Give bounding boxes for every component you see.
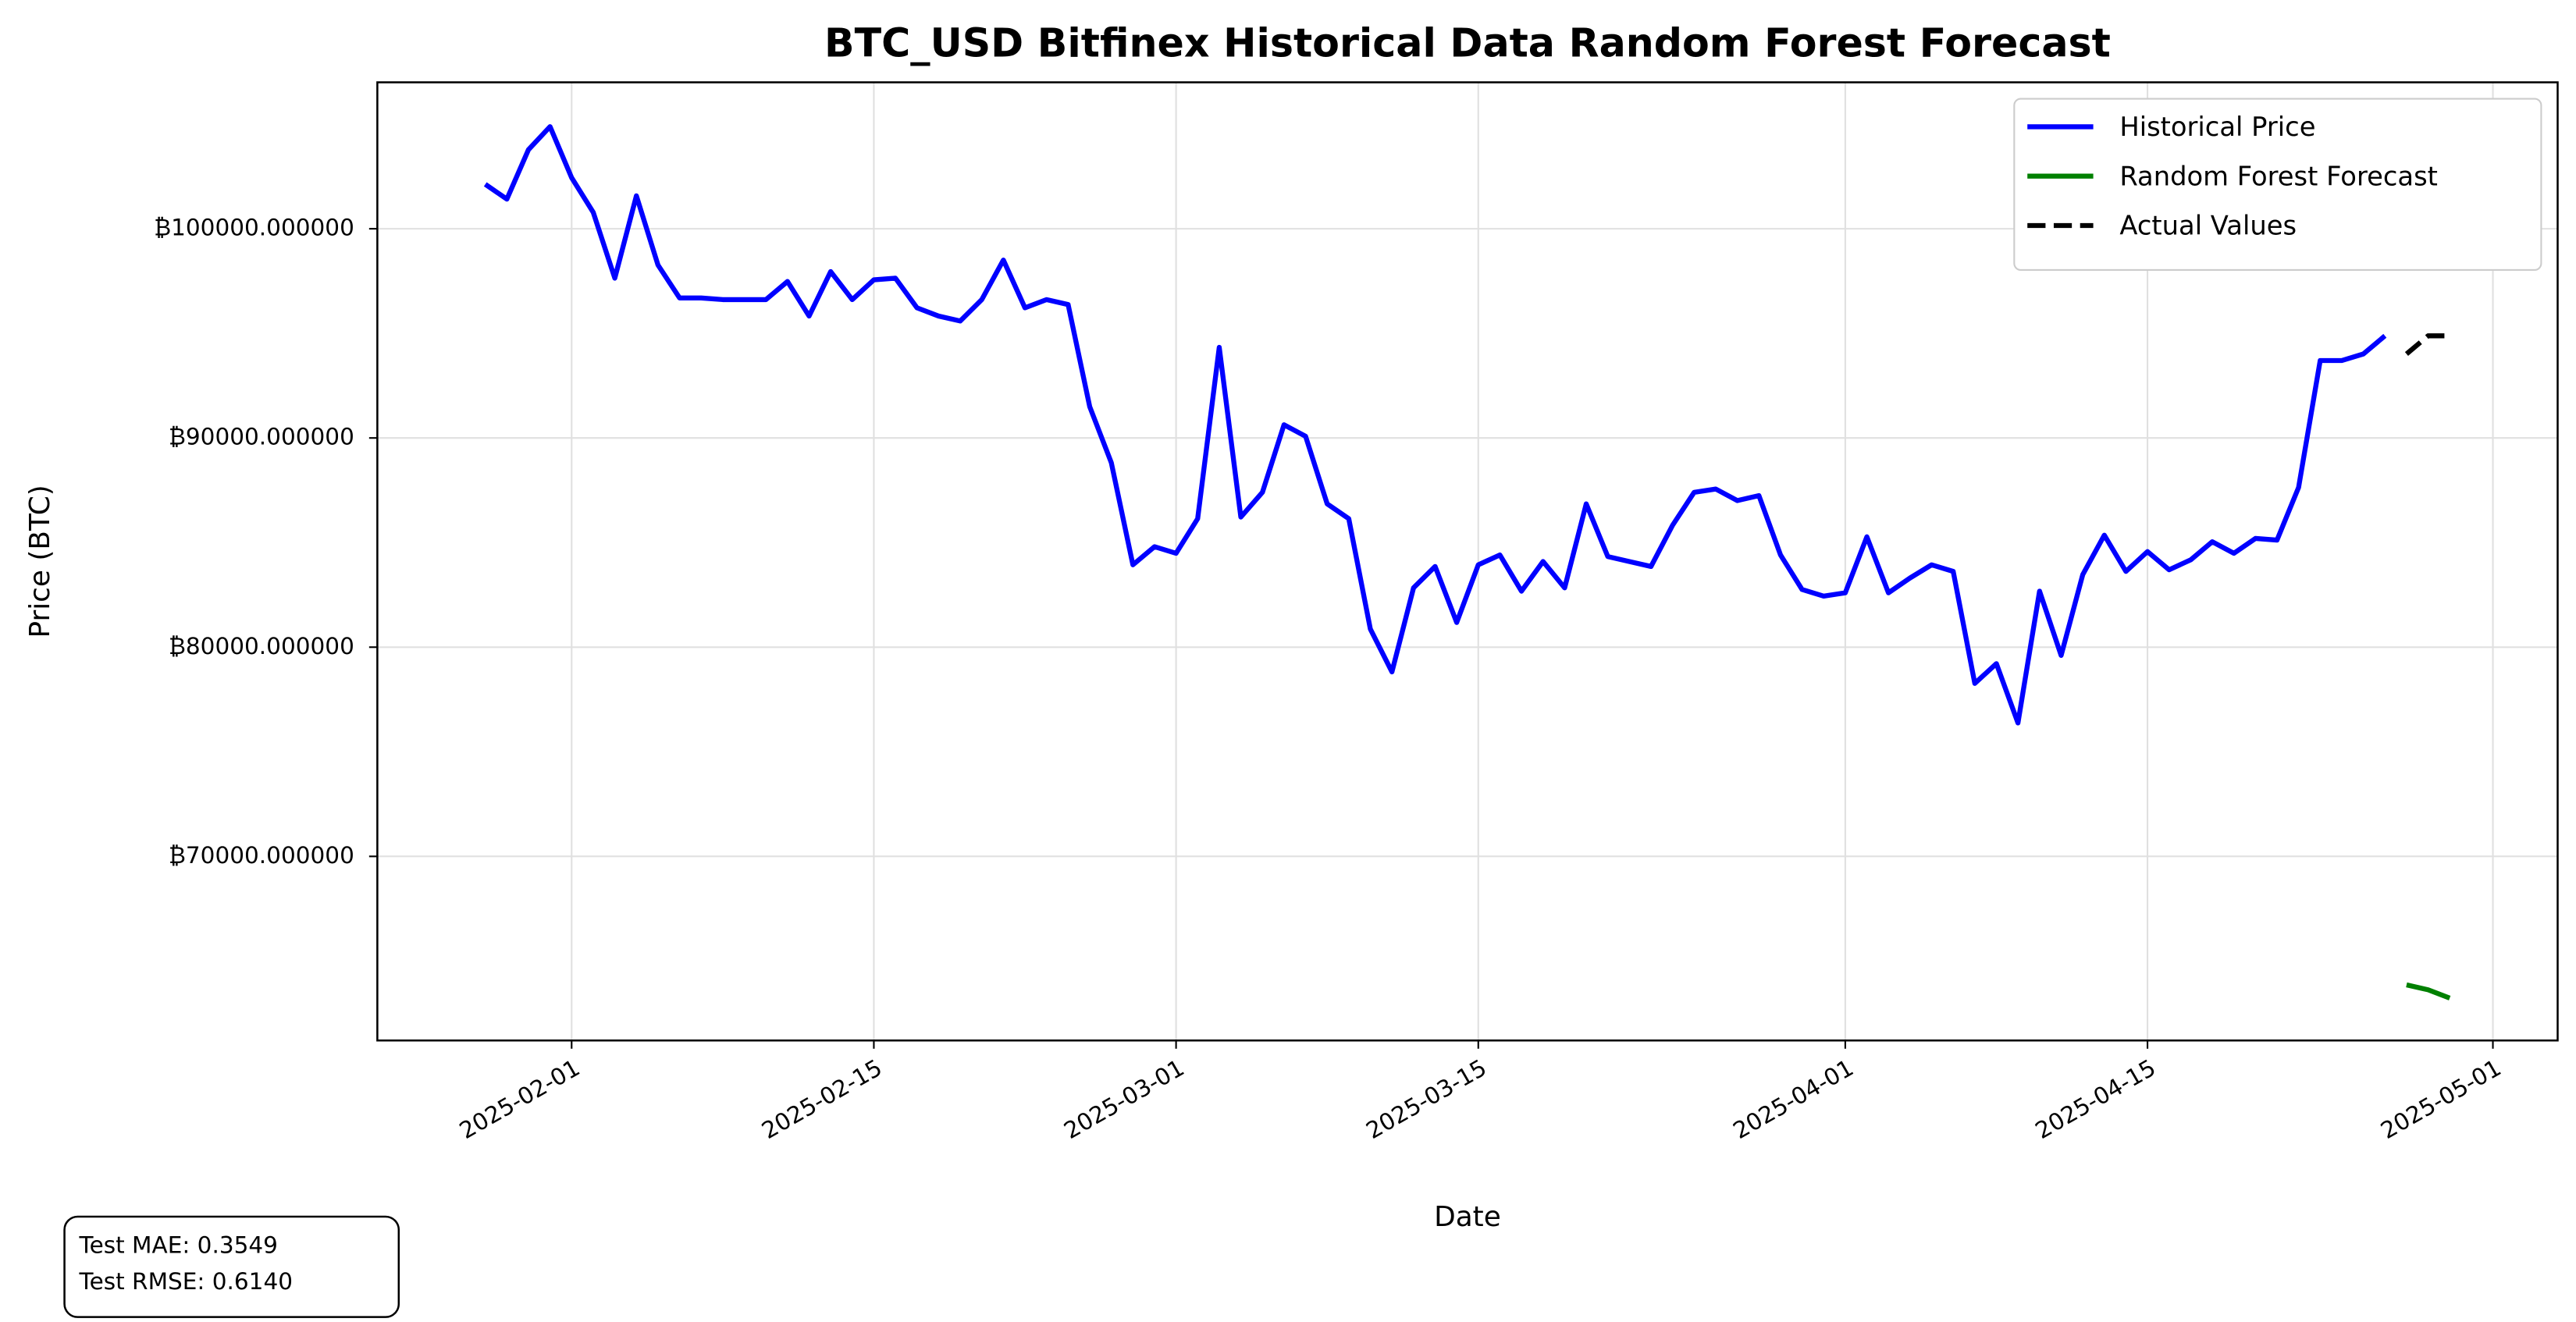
x-tick-label: 2025-04-01 xyxy=(1729,1054,1859,1144)
y-tick-label: ₿90000.000000 xyxy=(169,424,354,450)
x-tick-label: 2025-02-15 xyxy=(757,1054,887,1144)
metric-rmse: Test RMSE: 0.6140 xyxy=(79,1268,293,1295)
legend-label: Actual Values xyxy=(2119,211,2297,241)
x-tick-label: 2025-05-01 xyxy=(2376,1054,2506,1144)
legend-label: Historical Price xyxy=(2119,112,2315,142)
series-line xyxy=(483,124,2387,726)
x-tick-label: 2025-03-15 xyxy=(1361,1054,1491,1144)
x-axis-label: Date xyxy=(1434,1201,1501,1233)
x-tick-label: 2025-02-01 xyxy=(455,1054,585,1144)
x-tick-label: 2025-04-15 xyxy=(2031,1054,2161,1144)
series-line xyxy=(2406,982,2451,1000)
metric-mae: Test MAE: 0.3549 xyxy=(79,1231,278,1258)
y-tick-label: ₿70000.000000 xyxy=(169,842,354,869)
y-tick-label: ₿80000.000000 xyxy=(169,633,354,659)
legend-label: Random Forest Forecast xyxy=(2119,161,2438,191)
series-line xyxy=(2404,333,2450,356)
y-axis-label: Price (BTC) xyxy=(24,485,56,638)
legend-box xyxy=(2013,98,2542,272)
chart-title: BTC_USD Bitfinex Historical Data Random … xyxy=(824,20,2111,66)
y-tick-label: ₿100000.000000 xyxy=(154,215,354,241)
x-tick-label: 2025-03-01 xyxy=(1059,1054,1189,1144)
plot-frame xyxy=(376,81,2559,1042)
metrics-box xyxy=(63,1215,400,1318)
